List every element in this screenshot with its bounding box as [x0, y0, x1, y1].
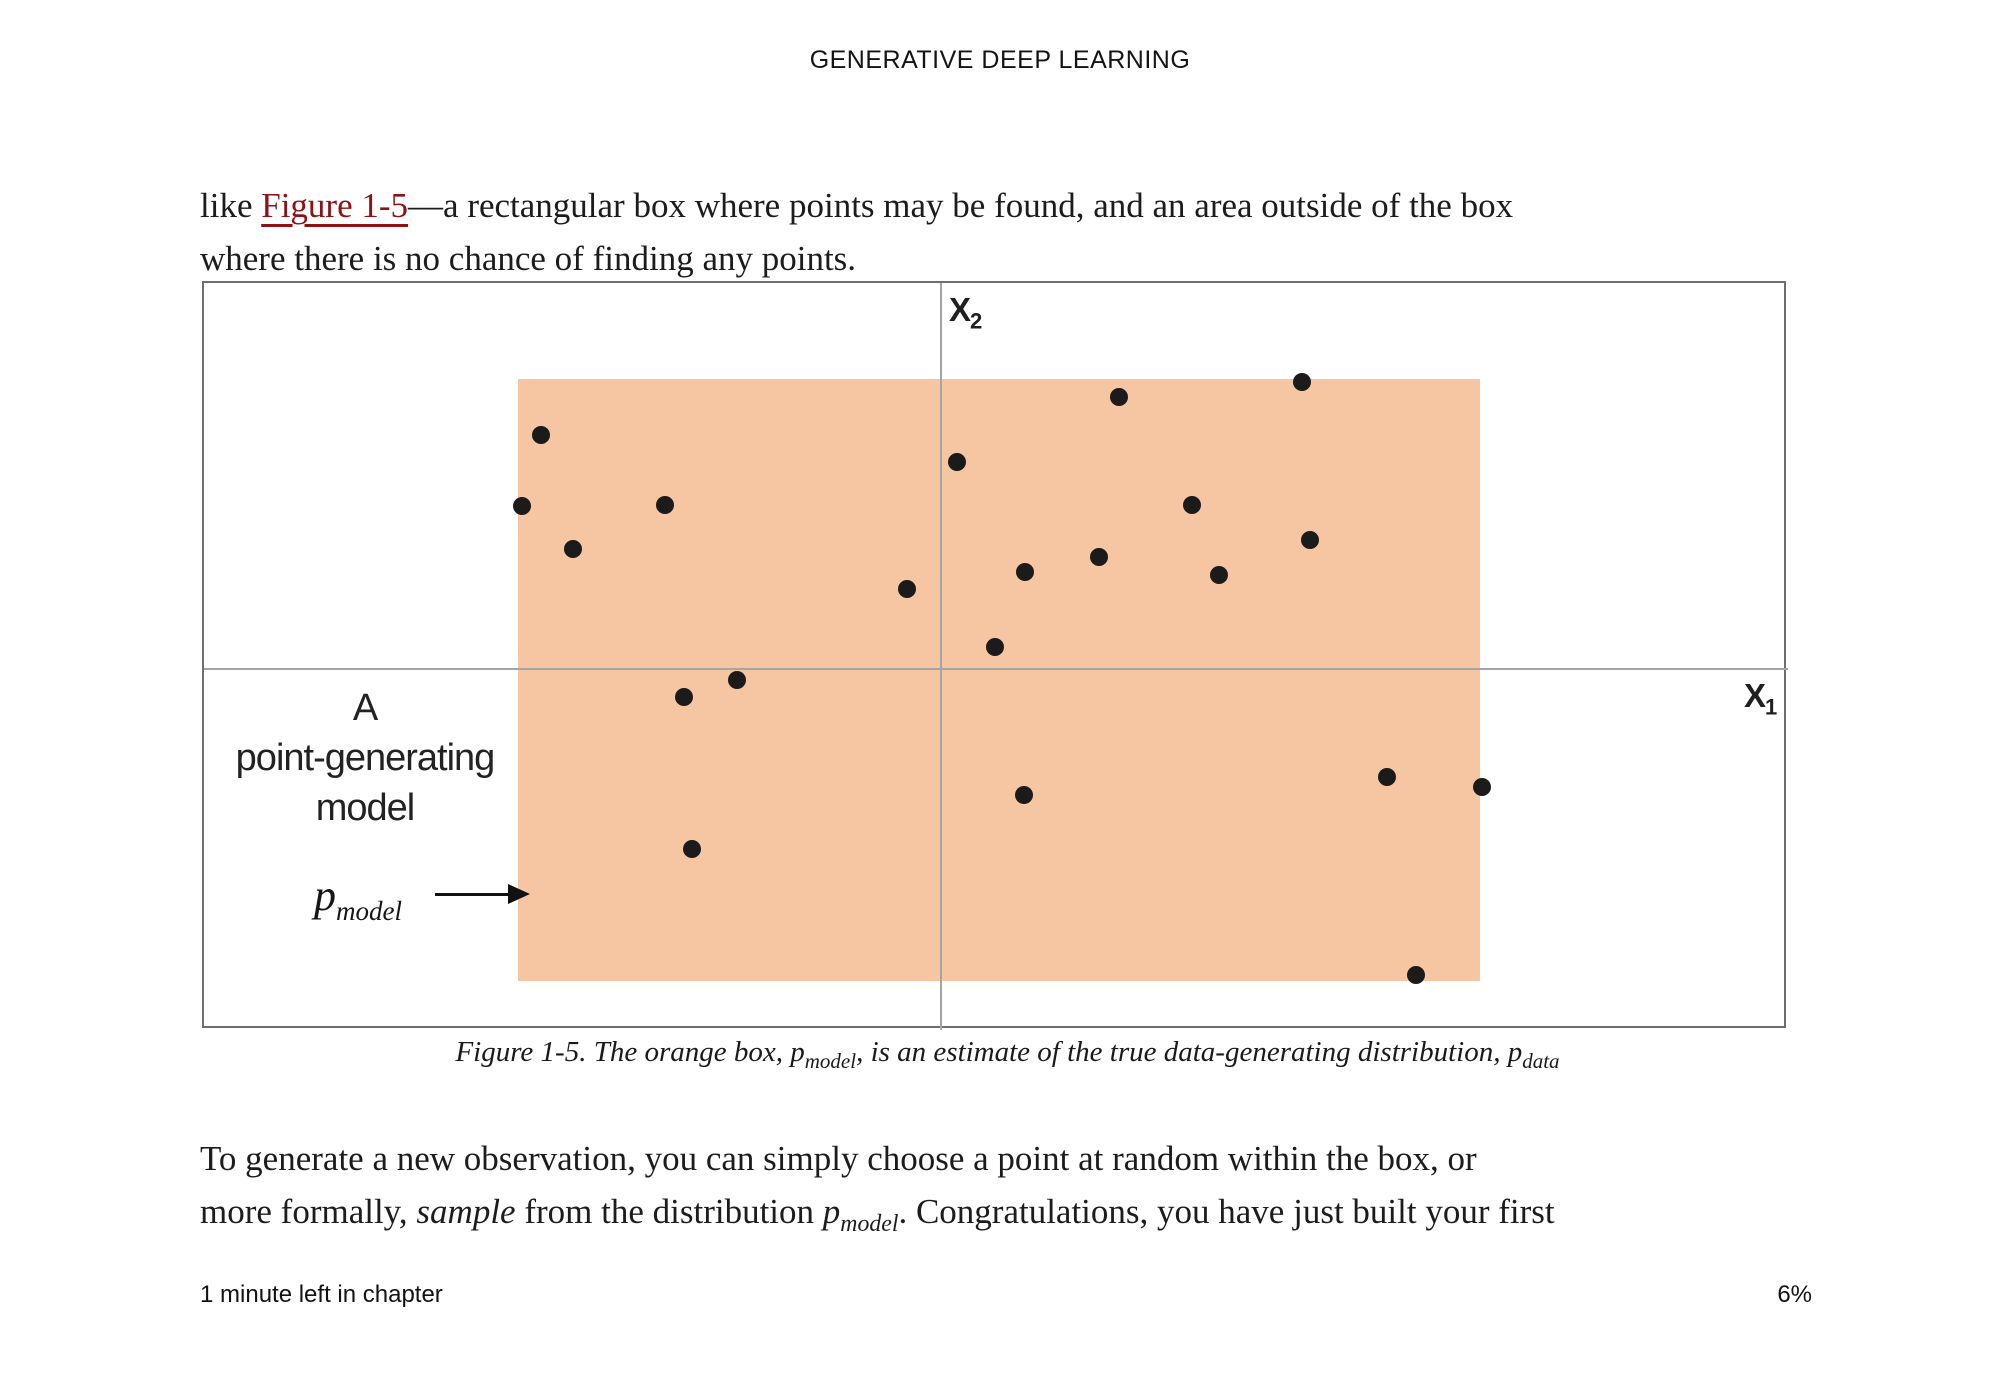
data-point [1183, 496, 1201, 514]
paragraph2-pmodel: pmodel [822, 1192, 899, 1237]
data-point [898, 580, 916, 598]
data-point [1090, 548, 1108, 566]
paragraph1-rest: —a rectangular box where points may be f… [408, 186, 1514, 225]
figure-1-5: X2 X1 A point-generating model pmodel [202, 281, 1788, 1030]
x1-axis-label: X1 [1744, 677, 1777, 720]
time-left-indicator: 1 minute left in chapter [200, 1281, 443, 1308]
data-point [1110, 388, 1128, 406]
sample-italic: sample [416, 1192, 516, 1231]
paragraph1-line1: like Figure 1-5—a rectangular box where … [200, 179, 1815, 232]
x2-axis-label: X2 [949, 291, 982, 334]
body-paragraph-2: To generate a new observation, you can s… [200, 1132, 1815, 1238]
data-point [948, 453, 966, 471]
caption-pdata: pdata [1507, 1036, 1560, 1073]
paragraph2-line1: To generate a new observation, you can s… [200, 1139, 1477, 1178]
progress-percent: 6% [1777, 1281, 1812, 1308]
data-point [1378, 768, 1396, 786]
running-header: GENERATIVE DEEP LEARNING [809, 46, 1191, 74]
caption-part1: Figure 1-5. The orange box, [455, 1036, 791, 1068]
data-point [986, 638, 1004, 656]
pmodel-arrow-row: pmodel [314, 865, 530, 926]
data-point [728, 671, 746, 689]
figure-caption: Figure 1-5. The orange box, pmodel, is a… [200, 1032, 1815, 1072]
data-point [675, 688, 693, 706]
arrow-shaft [435, 893, 510, 896]
data-point [1407, 966, 1425, 984]
annotation-line-a: A [352, 687, 378, 729]
point-generating-model-annotation: A point-generating model [204, 683, 526, 833]
figure-1-5-link[interactable]: Figure 1-5 [261, 186, 409, 225]
data-point [1015, 786, 1033, 804]
arrow-right-icon [508, 884, 530, 904]
data-point [656, 496, 674, 514]
annotation-line-point-generating: point-generating [235, 737, 496, 779]
x2-axis-line [940, 283, 942, 1030]
paragraph2-line2: more formally, sample from the distribut… [200, 1192, 1555, 1237]
data-point [1473, 778, 1491, 796]
data-point [564, 540, 582, 558]
caption-pmodel: pmodel [790, 1036, 857, 1073]
data-point [1293, 373, 1311, 391]
data-point [1210, 566, 1228, 584]
data-point [1301, 531, 1319, 549]
body-paragraph-1: like Figure 1-5—a rectangular box where … [200, 179, 1815, 285]
caption-part2: , is an estimate of the true data-genera… [856, 1036, 1508, 1068]
reader-footer: 1 minute left in chapter 6% [200, 1281, 1812, 1311]
paragraph1-lead: like [200, 186, 262, 225]
x1-axis-line [204, 668, 1788, 670]
paragraph1-line2: where there is no chance of finding any … [200, 239, 857, 278]
pmodel-label: pmodel [314, 870, 402, 926]
data-point [1016, 563, 1034, 581]
data-point [532, 426, 550, 444]
data-point [683, 840, 701, 858]
data-point [513, 497, 531, 515]
annotation-line-model: model [315, 787, 416, 829]
pmodel-box [518, 379, 1480, 981]
